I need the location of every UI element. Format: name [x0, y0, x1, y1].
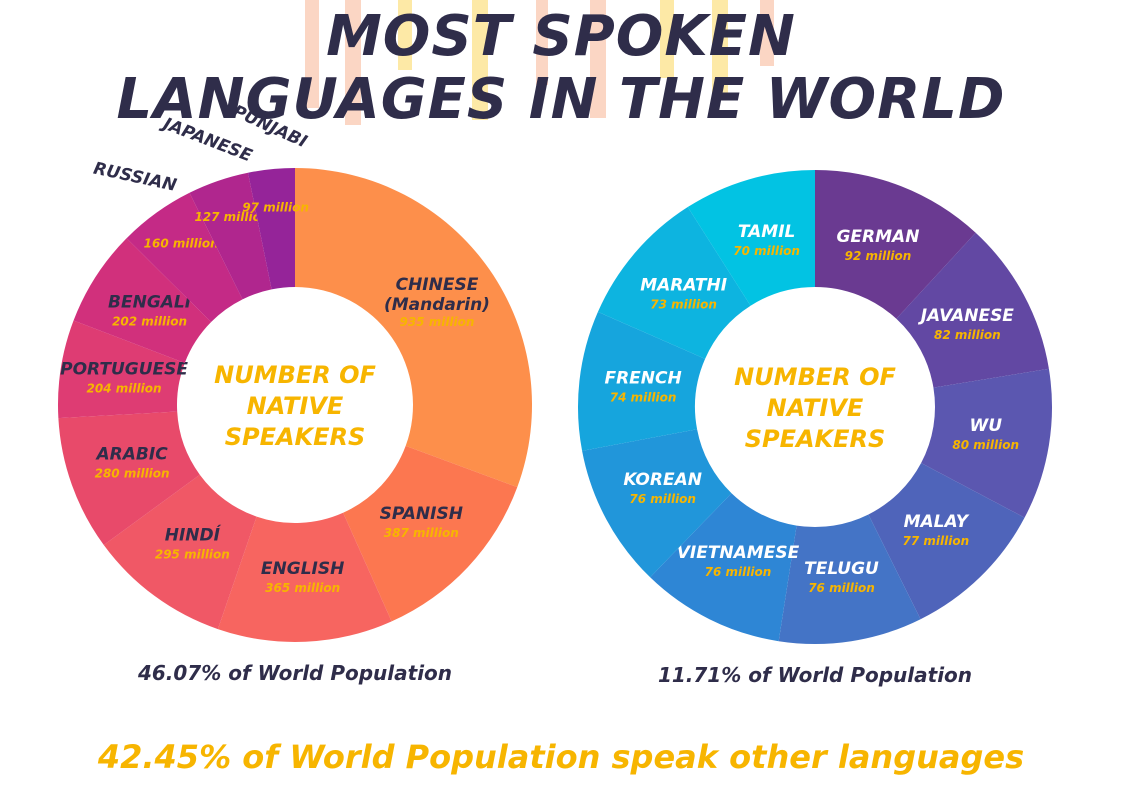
slice-value: 97 million [242, 201, 309, 215]
slice-chinese-mandarin [295, 168, 532, 488]
slice-german [815, 170, 976, 319]
slice-bengali [73, 238, 212, 363]
slice-malay [868, 463, 1025, 620]
slice-arabic [58, 411, 200, 546]
slice-value: 76 million [629, 492, 696, 506]
slice-value: 77 million [903, 534, 970, 548]
slice-label: FRENCH [604, 368, 681, 388]
center-label-line: NATIVE [767, 394, 864, 422]
slice-value: 204 million [87, 381, 162, 395]
slice-english [217, 512, 392, 643]
slice-telugu [778, 514, 921, 644]
slice-value: 935 million [399, 315, 474, 329]
chart-2-caption: 11.71% of World Population [658, 663, 972, 687]
slice-value: 74 million [610, 390, 677, 404]
slice-tamil [687, 170, 815, 306]
slice-label: KOREAN [623, 470, 702, 490]
center-label-line: SPEAKERS [225, 423, 366, 451]
title-decoration [305, 0, 774, 125]
slice-value: 70 million [733, 244, 800, 258]
slice-hind [103, 474, 257, 630]
slice-value: 160 million [144, 236, 219, 250]
center-label-line: NATIVE [247, 392, 344, 420]
slice-javanese [896, 232, 1049, 388]
footer-note: 42.45% of World Population speak other l… [97, 738, 1024, 776]
slice-vietnamese [650, 493, 797, 642]
slice-french [577, 311, 706, 451]
slice-value: 76 million [808, 581, 875, 595]
center-label-line: NUMBER OF [734, 363, 896, 391]
title-line-1: MOST SPOKEN [326, 4, 796, 69]
slice-wu [921, 368, 1052, 518]
center-label-line: SPEAKERS [745, 425, 886, 453]
slice-value: 92 million [845, 249, 912, 263]
slice-label: VIETNAMESE [677, 543, 800, 563]
slice-portuguese [57, 320, 185, 419]
slice-value: 295 million [155, 547, 230, 561]
slice-label: TAMIL [738, 222, 796, 242]
donut-chart-2: GERMAN 92 million JAVANESE 82 million WU 80 m… [577, 170, 1052, 644]
slice-label: JAVANESE [918, 306, 1015, 326]
slice-label: RUSSIAN [92, 159, 179, 196]
slice-label: BENGALI [108, 292, 191, 312]
slice-marathi [597, 207, 751, 359]
slice-value: 202 million [112, 314, 187, 328]
slice-label: TELUGU [804, 559, 879, 579]
donut-chart-1: CHINESE (Mandarin)935 million SPANISH 387 m… [57, 101, 532, 643]
slice-value: 365 million [265, 581, 340, 595]
slice-label: GERMAN [836, 227, 919, 247]
slice-label: MALAY [904, 512, 970, 532]
title-line-2: LANGUAGES IN THE WORLD [117, 67, 1006, 132]
slice-spanish [343, 445, 518, 622]
slice-label: ARABIC [95, 444, 169, 464]
slice-label: ENGLISH [261, 559, 344, 579]
slice-value: 387 million [384, 526, 459, 540]
slice-value: 280 million [95, 466, 170, 480]
slice-value: 76 million [705, 565, 772, 579]
slice-korean [582, 429, 732, 578]
slice-japanese [189, 172, 272, 300]
slice-label: PORTUGUESE [60, 359, 188, 379]
slice-label: HINDÍ [165, 523, 222, 545]
slice-russian [126, 192, 243, 322]
slice-value: 80 million [952, 438, 1019, 452]
slice-punjabi [247, 168, 295, 290]
slice-value: 73 million [650, 297, 717, 311]
slice-value: 127 million [194, 210, 269, 224]
chart-1-caption: 46.07% of World Population [137, 661, 452, 685]
slice-value: 82 million [934, 328, 1001, 342]
center-label-line: NUMBER OF [214, 361, 376, 389]
slice-label: SPANISH [380, 504, 463, 524]
slice-label: MARATHI [640, 275, 727, 295]
slice-label: CHINESE (Mandarin) [384, 275, 490, 315]
slice-label: WU [969, 416, 1002, 436]
